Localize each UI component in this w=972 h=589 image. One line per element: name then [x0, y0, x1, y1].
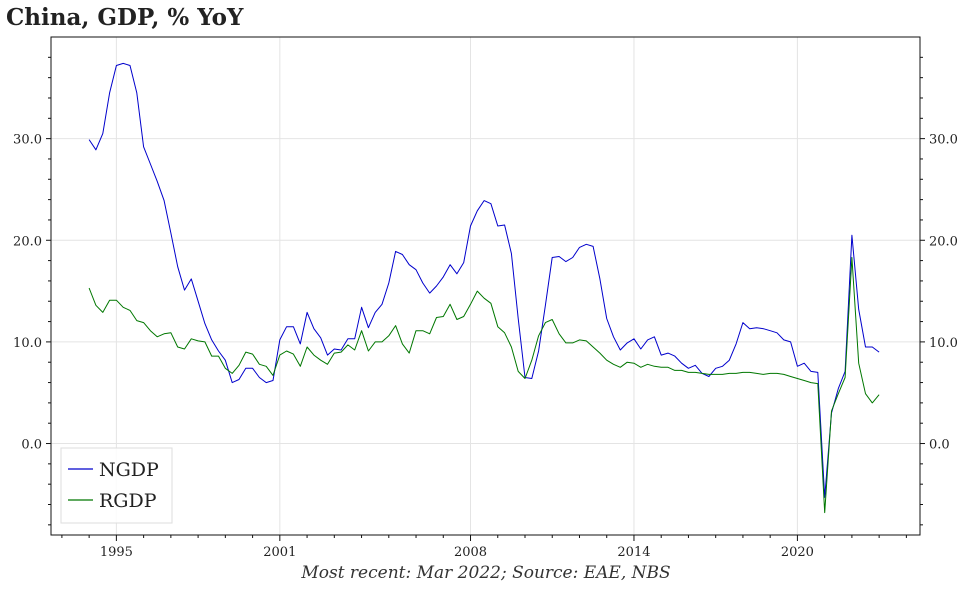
y-tick-label-left: 20.0: [13, 234, 42, 249]
legend-label-ngdp: NGDP: [99, 459, 159, 481]
plot-frame: [50, 36, 921, 536]
y-tick-label-right: 0.0: [929, 438, 950, 453]
legend-label-rgdp: RGDP: [99, 490, 157, 512]
y-tick-label-left: 0.0: [21, 438, 42, 453]
y-tick-label-right: 20.0: [929, 234, 958, 249]
y-tick-label-left: 30.0: [13, 133, 42, 148]
x-axis: 1995 2001 2008 2014 2020: [61, 535, 907, 560]
legend-box: [60, 447, 173, 524]
chart-title: China, GDP, % YoY: [6, 4, 244, 31]
x-tick-label: 2014: [617, 545, 650, 560]
legend: NGDP RGDP: [60, 447, 173, 524]
gridlines: [51, 37, 920, 535]
series-line-rgdp: [88, 257, 880, 514]
x-tick-label: 1995: [100, 545, 133, 560]
y-tick-label-right: 10.0: [929, 336, 958, 351]
series-line-ngdp: [88, 62, 880, 498]
chart-footer: Most recent: Mar 2022; Source: EAE, NBS: [301, 563, 671, 583]
y-axis-right: 0.0 10.0 20.0 30.0: [920, 56, 958, 526]
series-layer: [88, 62, 880, 514]
x-tick-label: 2008: [454, 545, 487, 560]
y-axis-left: 0.0 10.0 20.0 30.0: [13, 56, 51, 526]
x-tick-label: 2020: [781, 545, 814, 560]
y-tick-label-left: 10.0: [13, 336, 42, 351]
x-tick-label: 2001: [263, 545, 296, 560]
y-tick-label-right: 30.0: [929, 133, 958, 148]
